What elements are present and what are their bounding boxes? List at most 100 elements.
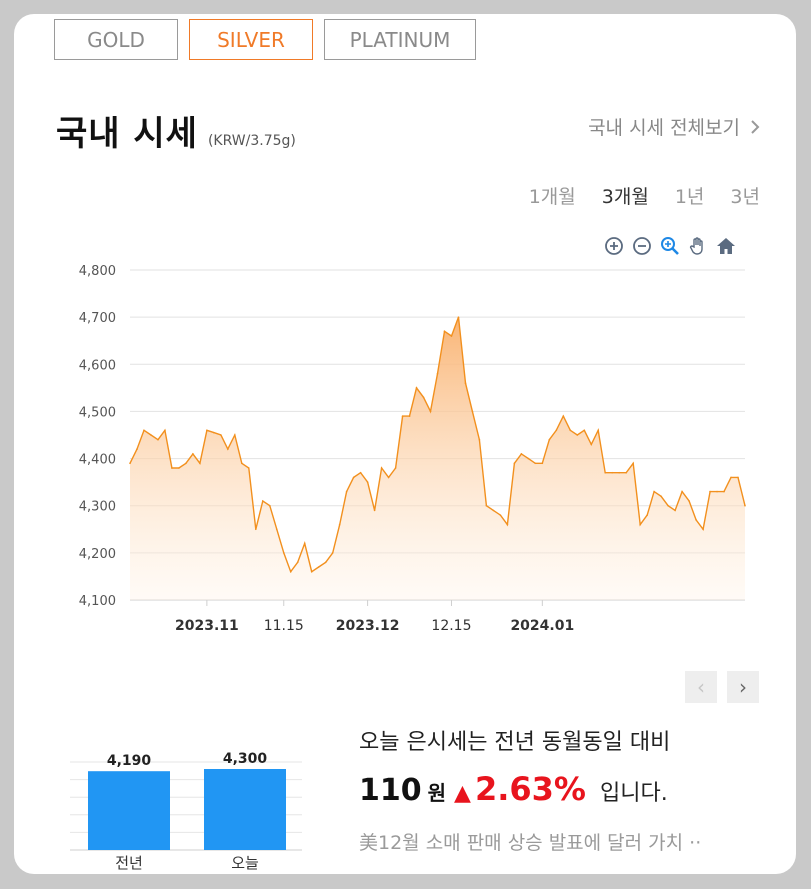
data-point [275, 528, 278, 531]
data-point [415, 387, 418, 389]
chart-pager: ‹ › [685, 671, 759, 703]
page-title: 국내 시세 [56, 114, 198, 154]
data-point [234, 434, 236, 436]
data-point [359, 471, 362, 474]
metal-tabs: GOLD SILVER PLATINUM [54, 19, 476, 60]
period-1y[interactable]: 1년 [674, 186, 705, 208]
zoom-select-icon[interactable] [660, 236, 680, 256]
period-3y[interactable]: 3년 [730, 186, 760, 208]
data-point [562, 415, 565, 417]
pan-hand-icon[interactable] [688, 236, 708, 256]
y-tick-label: 4,300 [79, 500, 116, 515]
data-point [317, 566, 320, 568]
y-tick-label: 4,800 [79, 264, 116, 279]
data-point [192, 453, 194, 455]
diff-value: 110 [359, 773, 422, 808]
bar [204, 769, 286, 850]
data-point [136, 448, 138, 450]
data-point [129, 462, 131, 465]
x-tick-label: 11.15 [264, 618, 304, 634]
summary-tail: 입니다. [599, 781, 668, 806]
data-point [576, 434, 579, 436]
period-selector: 1개월 3개월 1년 3년 [529, 182, 760, 209]
x-tick-label: 2024.01 [510, 618, 574, 634]
data-point [213, 431, 215, 434]
x-tick-label: 2023.12 [336, 618, 400, 634]
data-point [338, 523, 341, 526]
data-point [394, 467, 397, 469]
y-tick-label: 4,700 [79, 311, 116, 326]
data-point [632, 462, 634, 465]
data-point [401, 415, 404, 417]
data-point [296, 561, 299, 564]
data-point [268, 504, 271, 507]
data-point [408, 415, 411, 417]
data-point [303, 542, 306, 545]
y-tick-label: 4,400 [79, 453, 116, 468]
chart-toolbar [604, 236, 736, 256]
data-point [380, 467, 383, 469]
year-compare-chart: 4,190 전년 4,300 오늘 [70, 751, 302, 872]
data-point [352, 476, 355, 479]
data-point [282, 552, 285, 554]
data-point [450, 335, 453, 337]
data-point [534, 462, 537, 465]
data-point [597, 429, 600, 432]
data-point [492, 509, 495, 512]
period-1m[interactable]: 1개월 [528, 186, 576, 208]
change-percent: 2.63% [474, 770, 586, 808]
data-point [464, 382, 467, 384]
home-icon[interactable] [716, 236, 736, 256]
bar-value-label: 4,300 [223, 751, 268, 767]
tab-silver[interactable]: SILVER [189, 19, 313, 60]
data-point [199, 462, 201, 465]
data-point [723, 490, 725, 493]
next-button[interactable]: › [727, 671, 759, 703]
zoom-out-icon[interactable] [632, 236, 652, 256]
data-point [248, 467, 250, 469]
data-point [164, 429, 166, 432]
title-row: 국내 시세 (KRW/3.75g) [56, 106, 296, 155]
news-headline[interactable]: 美12월 소매 판매 상승 발표에 달러 가치 ·· [359, 832, 702, 854]
period-3m[interactable]: 3개월 [601, 186, 649, 208]
data-point [513, 462, 516, 465]
data-point [366, 481, 369, 483]
silver-price-card: GOLD SILVER PLATINUM 국내 시세 (KRW/3.75g) 국… [14, 14, 796, 874]
data-point [443, 330, 446, 333]
data-point [737, 476, 739, 479]
data-point [478, 438, 481, 441]
data-point [373, 509, 376, 512]
data-point [157, 438, 159, 441]
y-tick-label: 4,200 [79, 547, 116, 562]
data-point [660, 495, 662, 498]
up-arrow-icon: ▲ [454, 781, 471, 806]
data-point [527, 457, 530, 460]
data-point [611, 471, 614, 474]
data-point [618, 471, 621, 474]
view-all-label: 국내 시세 전체보기 [588, 117, 740, 139]
data-point [688, 500, 690, 502]
tab-platinum[interactable]: PLATINUM [324, 19, 476, 60]
data-point [471, 410, 474, 413]
data-point [653, 490, 655, 493]
data-point [289, 570, 292, 573]
zoom-in-icon[interactable] [604, 236, 624, 256]
diff-unit: 원 [427, 781, 447, 805]
data-point [485, 504, 488, 507]
data-point [639, 523, 641, 526]
bar-value-label: 4,190 [107, 753, 152, 769]
data-point [569, 429, 572, 432]
data-point [422, 396, 425, 399]
data-point [583, 429, 586, 432]
unit-label: (KRW/3.75g) [207, 133, 296, 149]
data-point [310, 570, 313, 573]
view-all-link[interactable]: 국내 시세 전체보기 [588, 113, 760, 140]
x-tick-label: 2023.11 [175, 618, 239, 634]
tab-gold[interactable]: GOLD [54, 19, 178, 60]
x-tick-label: 12.15 [431, 618, 471, 634]
data-point [143, 429, 145, 432]
prev-button[interactable]: ‹ [685, 671, 717, 703]
data-point [590, 443, 593, 446]
data-point [667, 504, 669, 507]
summary-change: 110 원 ▲ 2.63% 입니다. [359, 770, 769, 808]
